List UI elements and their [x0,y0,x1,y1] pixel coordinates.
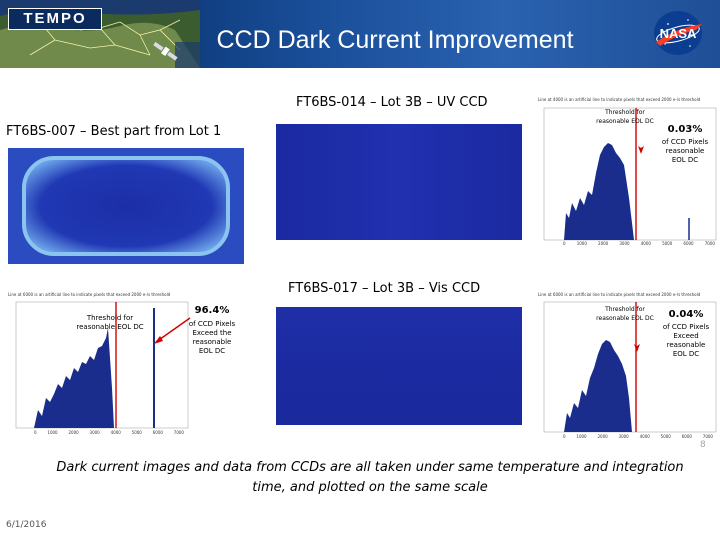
tick-label: 4000 [640,241,651,246]
vis-histogram [543,301,717,433]
lot1-hist-title: Line at 6000 is an artificial line to in… [8,292,171,297]
uv-threshold-arrow-icon [638,124,644,154]
vis-hist-x-ticks: 0 1000 2000 3000 4000 5000 6000 7000 [563,434,713,439]
tick-label: 7000 [704,241,715,246]
vis-hist-title: Line at 6000 is an artificial line to in… [538,292,701,297]
uv-hist-x-ticks: 0 1000 2000 3000 4000 5000 6000 7000 [563,241,715,246]
tick-label: 3000 [89,430,100,435]
vis-threshold-arrow-icon [634,322,640,352]
uv-ccd-label: FT6BS-014 – Lot 3B – UV CCD [296,95,488,110]
satellite-icon [153,41,178,61]
uv-threshold-label: Threshold for reasonable EOL DC [596,109,654,125]
tick-label: 7000 [702,434,713,439]
uv-ccd-image [276,124,522,240]
slide-caption: Dark current images and data from CCDs a… [56,460,684,495]
vis-threshold-label: Threshold for reasonable EOL DC [596,306,654,322]
uv-hist-title: Line at 4000 is an artificial line to in… [538,97,701,102]
tick-label: 3000 [619,241,630,246]
vis-ccd-label: FT6BS-017 – Lot 3B – Vis CCD [288,281,481,296]
lot1-ccd-image-frame [0,146,252,272]
tick-label: 5000 [131,430,142,435]
tick-label: 4000 [639,434,650,439]
best-part-label: FT6BS-007 – Best part from Lot 1 [6,124,222,139]
lot1-pointer-arrow-icon [154,317,191,344]
tick-label: 2000 [597,434,608,439]
tick-label: 2000 [598,241,609,246]
nasa-wordmark: NASA [660,26,697,41]
lot1-percent: 96.4% [194,305,230,316]
tick-label: 6000 [152,430,163,435]
tick-label: 3000 [618,434,629,439]
tick-label: 2000 [68,430,79,435]
uv-percent-note: of CCD Pixels reasonable EOL DC [661,138,709,164]
tick-label: 1000 [576,241,587,246]
slide-title: CCD Dark Current Improvement [216,26,574,54]
tick-label: 4000 [110,430,121,435]
vis-percent: 0.04% [668,309,704,320]
slide-date: 6/1/2016 [6,520,47,530]
tick-label: 5000 [660,434,671,439]
tick-label: 5000 [662,241,673,246]
uv-percent: 0.03% [667,124,703,135]
vis-ccd-image-frame [258,305,526,435]
tick-label: 1000 [576,434,587,439]
lot1-threshold-label: Threshold for reasonable EOL DC [76,314,144,331]
slide-header: TEMPO CCD Dark Current Improvement NASA [0,0,720,68]
tick-label: 0 [34,430,37,435]
tick-label: 0 [563,241,566,246]
vis-percent-note: of CCD Pixels Exceed reasonable EOL DC [662,323,710,358]
lot1-percent-note: of CCD Pixels Exceed the reasonable EOL … [188,320,236,355]
tick-label: 7000 [173,430,184,435]
lot1-ccd-image [8,148,244,264]
tick-label: 1000 [47,430,58,435]
lot1-histogram [15,301,189,429]
uv-ccd-image-frame [258,122,526,250]
tempo-logo: TEMPO [8,8,102,30]
uv-histogram [543,107,717,241]
tick-label: 6000 [683,241,694,246]
page-number: 8 [700,440,706,450]
vis-ccd-image [276,307,522,425]
lot1-hist-x-ticks: 0 1000 2000 3000 4000 5000 6000 7000 [34,430,184,435]
nasa-logo: NASA [654,11,702,55]
tick-label: 6000 [681,434,692,439]
tick-label: 0 [563,434,566,439]
